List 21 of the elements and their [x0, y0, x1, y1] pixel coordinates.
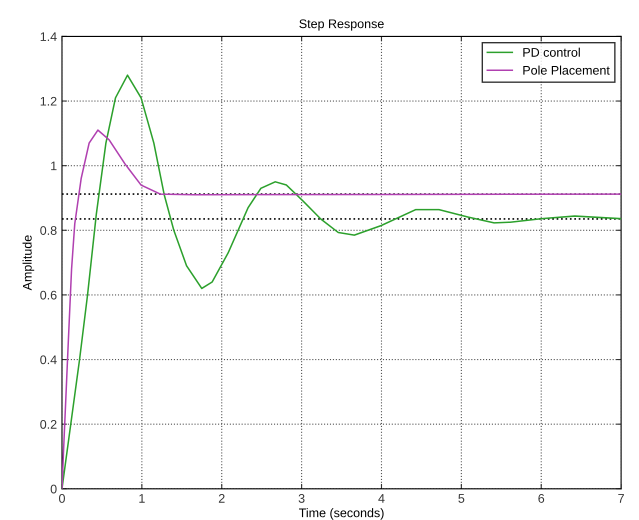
x-tick-label: 5 [458, 494, 464, 503]
x-tick-label: 6 [538, 494, 544, 503]
x-tick-label: 0 [58, 494, 65, 503]
x-tick-label: 2 [218, 494, 225, 503]
y-tick-label: 0 [50, 484, 57, 494]
x-axis-title: Time (seconds) [299, 508, 384, 520]
x-tick-label: 4 [378, 494, 385, 503]
x-tick-label: 1 [139, 494, 145, 503]
y-tick-label: 1.4 [40, 32, 57, 41]
y-tick-label: 0.4 [40, 355, 57, 364]
legend-label: Pole Placement [523, 66, 610, 75]
y-tick-label: 1.2 [40, 96, 56, 106]
x-tick-label: 7 [618, 494, 624, 503]
chart-title: Step Response [299, 19, 384, 31]
y-tick-label: 1 [51, 162, 57, 170]
y-tick-label: 0.8 [40, 226, 57, 235]
y-axis-title: Amplitude [22, 235, 34, 290]
legend-label: PD control [523, 48, 580, 57]
x-tick-label: 3 [298, 494, 305, 503]
y-tick-label: 0.2 [40, 420, 56, 429]
y-tick-label: 0.6 [40, 290, 57, 300]
